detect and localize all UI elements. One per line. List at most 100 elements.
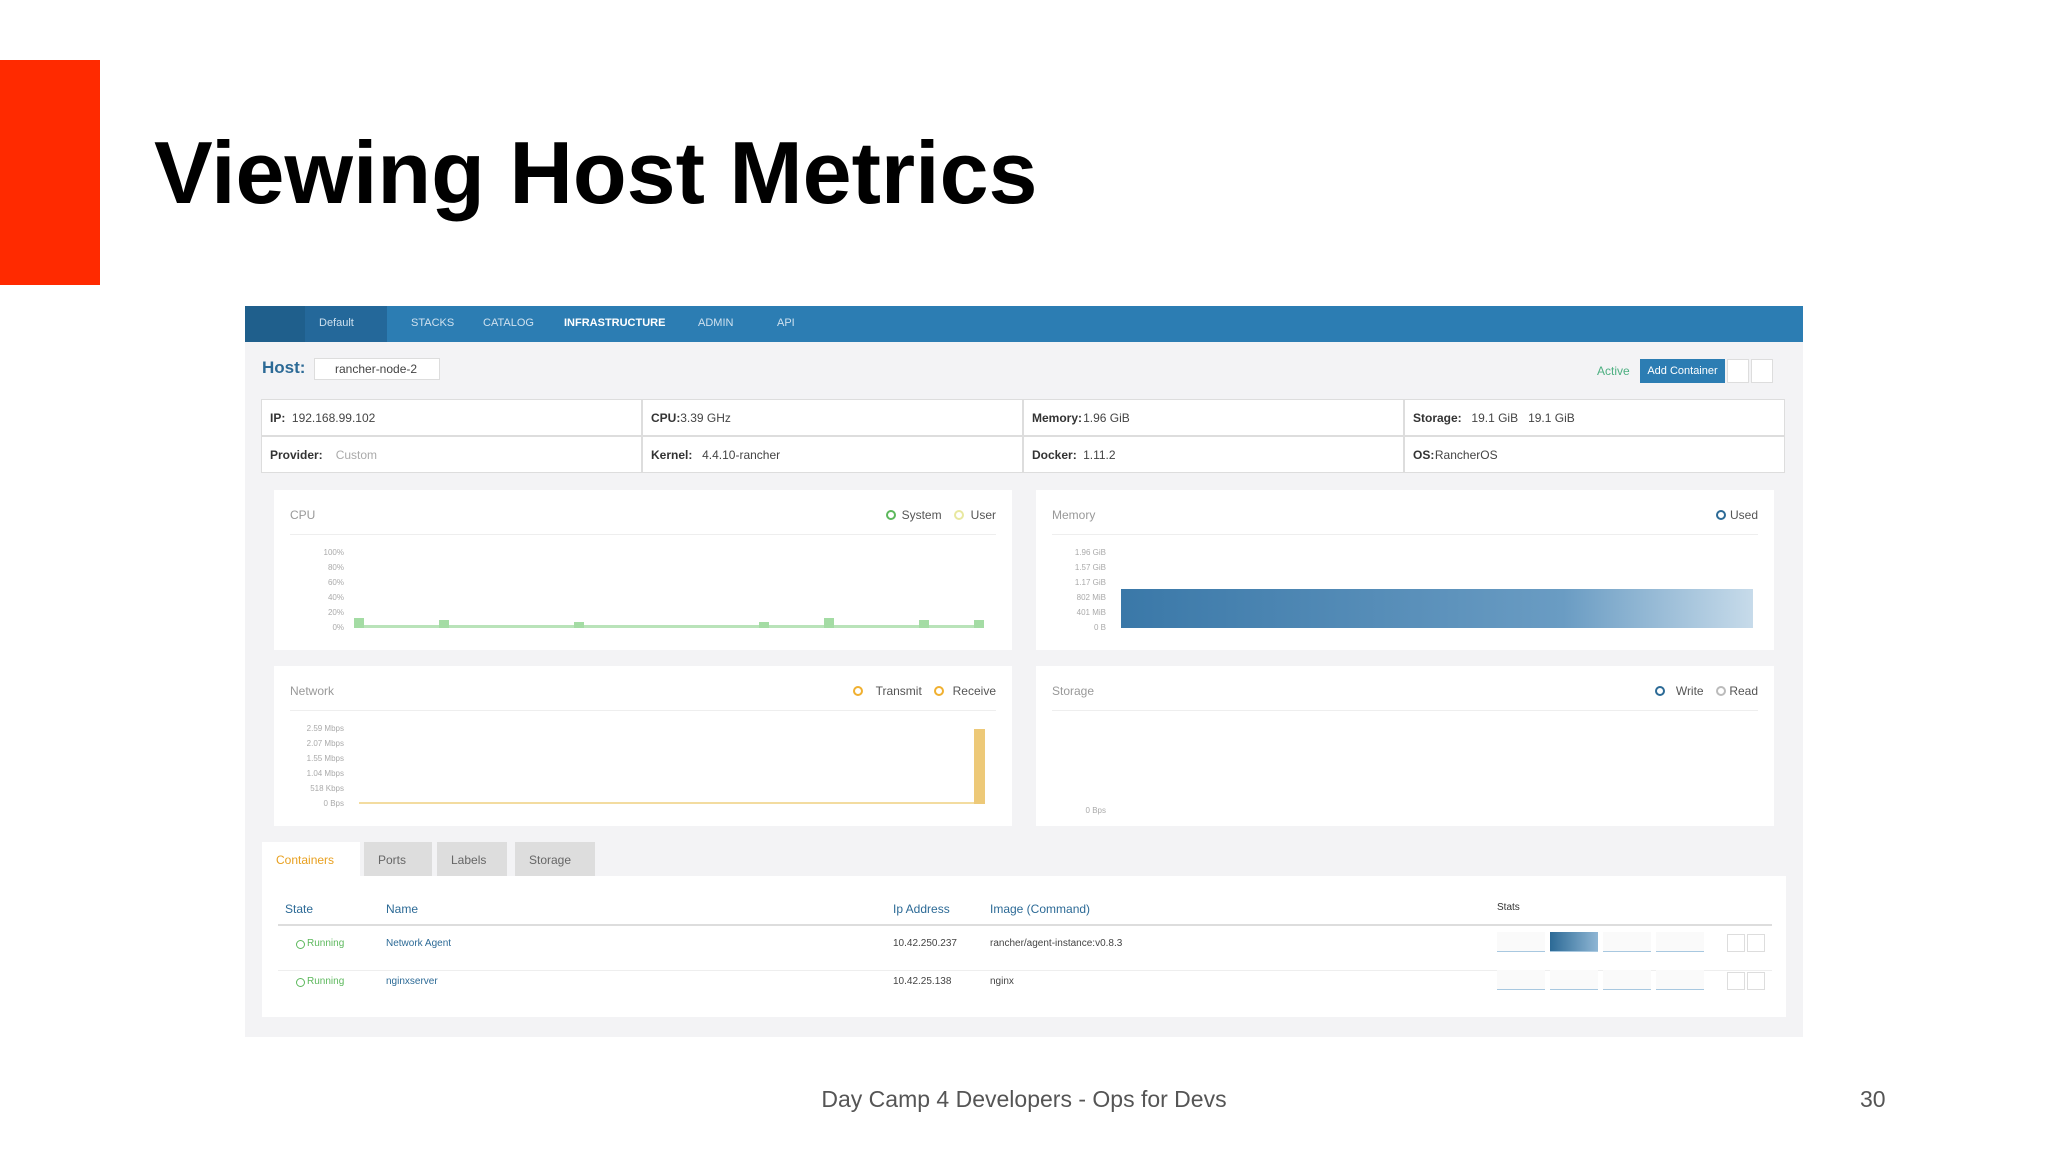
info-value: 19.1 GiB 19.1 GiB [1471, 411, 1575, 425]
state-dot [296, 978, 305, 987]
axis-tick: 0 Bps [323, 799, 344, 808]
info-cell [1023, 436, 1404, 473]
row-menu[interactable] [1747, 972, 1765, 990]
footer: Day Camp 4 Developers - Ops for Devs [821, 1086, 1227, 1112]
cpu-series [359, 625, 984, 628]
info-cell [1404, 399, 1785, 436]
nav-item[interactable]: STACKS [411, 317, 455, 329]
axis-tick: 1.57 GiB [1074, 563, 1106, 572]
axis-tick: 100% [323, 548, 344, 557]
axis-tick: 80% [327, 563, 344, 572]
panel-title: Network [290, 684, 335, 698]
axis-tick: 2.07 Mbps [306, 739, 344, 748]
info-cell [261, 399, 642, 436]
table-header: Stats [1497, 902, 1520, 913]
cpu-spike [574, 622, 584, 628]
panel-rule [290, 710, 996, 711]
host-label: Host: [262, 358, 306, 377]
add-container[interactable]: Add Container [1640, 359, 1725, 383]
cpu-spike [974, 620, 984, 628]
nav-item[interactable]: Default [319, 317, 354, 329]
info-label: IP: [270, 411, 286, 425]
legend-item: Transmit [875, 684, 922, 698]
network-series [359, 802, 984, 804]
network-spike [974, 729, 985, 804]
row-rule [278, 970, 1772, 971]
pause-button[interactable] [1727, 359, 1749, 383]
metric-panel [274, 666, 1012, 826]
memory-series [1121, 589, 1753, 628]
table-header[interactable]: Image (Command) [990, 902, 1091, 916]
menu-button[interactable] [1751, 359, 1773, 383]
legend-dot [853, 686, 863, 696]
axis-tick: 0 Bps [1085, 806, 1106, 815]
legend-dot [1715, 510, 1726, 520]
axis-tick: 518 Kbps [310, 784, 344, 793]
panel-rule [1052, 710, 1758, 711]
info-value: 4.4.10-rancher [702, 448, 781, 462]
stat-spark [1550, 932, 1598, 952]
legend-item: Read [1729, 684, 1758, 698]
row-action[interactable] [1727, 972, 1745, 990]
cpu-spike [439, 620, 449, 628]
nav-bar [245, 306, 1803, 342]
axis-tick: 2.59 Mbps [306, 724, 344, 733]
table-cell: Running [307, 938, 345, 949]
cpu-spike [354, 618, 364, 628]
cpu-spike [919, 620, 929, 628]
axis-tick: 0 B [1093, 623, 1106, 632]
info-cell [642, 399, 1023, 436]
table-header[interactable]: Ip Address [893, 902, 950, 916]
table-header[interactable]: Name [386, 902, 419, 916]
nav-item[interactable]: ADMIN [698, 317, 734, 329]
info-cell [261, 436, 642, 473]
axis-tick: 60% [327, 578, 344, 587]
stat-spark [1550, 970, 1598, 990]
host-select[interactable]: rancher-node-2 [314, 358, 440, 380]
nav-default-bg [305, 306, 387, 342]
nav-item[interactable]: API [777, 317, 795, 329]
tab[interactable]: Labels [437, 842, 507, 876]
stat-spark [1656, 932, 1704, 952]
axis-tick: 1.04 Mbps [306, 769, 344, 778]
tab[interactable]: Ports [364, 842, 432, 876]
info-cell [642, 436, 1023, 473]
state-dot [296, 940, 305, 949]
slide-title: Viewing Host Metrics [154, 123, 1038, 222]
legend-item: Receive [952, 684, 996, 698]
info-label: Docker: [1032, 448, 1077, 462]
nav-item[interactable]: INFRASTRUCTURE [564, 317, 666, 329]
metric-panel [1036, 666, 1774, 826]
table-cell[interactable]: Network Agent [386, 938, 452, 949]
axis-tick: 401 MiB [1076, 608, 1106, 617]
legend-dot [886, 510, 896, 520]
info-value: 1.96 GiB [1083, 411, 1130, 425]
row-action[interactable] [1727, 934, 1745, 952]
host-state: Active [1597, 364, 1630, 378]
tab[interactable]: Storage [515, 842, 595, 876]
info-value: 3.39 GHz [680, 411, 731, 425]
row-menu[interactable] [1747, 934, 1765, 952]
info-cell [1023, 399, 1404, 436]
info-label: OS: [1413, 448, 1435, 462]
axis-tick: 1.96 GiB [1074, 548, 1106, 557]
panel-rule [290, 534, 996, 535]
tab[interactable]: Containers [262, 842, 360, 876]
axis-tick: 20% [327, 608, 344, 617]
nav-item[interactable]: CATALOG [483, 317, 534, 329]
table-cell[interactable]: nginxserver [386, 976, 438, 987]
header-rule [278, 924, 1772, 926]
legend-dot [953, 510, 964, 520]
page-number: 30 [1860, 1086, 1886, 1112]
info-value: Custom [335, 448, 378, 462]
cpu-spike [759, 622, 769, 628]
table-cell: 10.42.25.138 [893, 976, 952, 987]
info-label: Memory: [1032, 411, 1083, 425]
stat-spark [1497, 970, 1545, 990]
info-label: Storage: [1413, 411, 1462, 425]
panel-rule [1052, 534, 1758, 535]
table-cell: Running [307, 976, 345, 987]
table-header[interactable]: State [285, 902, 314, 916]
legend-dot [1715, 686, 1726, 696]
